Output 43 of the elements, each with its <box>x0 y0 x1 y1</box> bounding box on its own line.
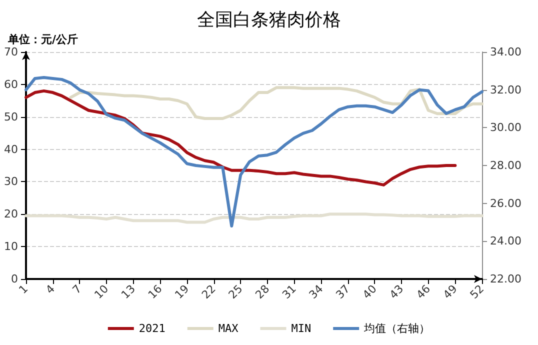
y-tick-label: 10 <box>4 240 18 254</box>
x-tick-label: 25 <box>226 282 246 302</box>
x-tick-label: 34 <box>306 282 326 302</box>
x-tick-label: 13 <box>118 282 138 302</box>
legend-label: 2021 <box>138 322 166 335</box>
x-tick-label: 37 <box>333 282 352 302</box>
y-tick-label: 40 <box>4 142 18 156</box>
x-tick-label: 31 <box>280 282 299 302</box>
y2-tick-label: 24.00 <box>490 234 522 248</box>
line-series <box>69 86 484 120</box>
y2-tick-label: 30.00 <box>490 121 522 134</box>
x-tick-label: 52 <box>468 282 487 302</box>
line-series <box>24 89 457 186</box>
x-tick-label: 1 <box>16 282 31 297</box>
y-tick-label: 60 <box>4 78 18 91</box>
y-tick-label: 20 <box>4 208 18 221</box>
x-tick-label: 10 <box>92 282 112 302</box>
y-tick-label: 70 <box>4 46 18 58</box>
chart-title: 全国白条猪肉价格 <box>197 10 341 30</box>
x-tick-label: 16 <box>146 282 165 302</box>
x-tick-label: 40 <box>360 282 380 302</box>
y-tick-label: 30 <box>4 175 18 188</box>
y2-tick-label: 28.00 <box>490 159 522 172</box>
x-tick-label: 22 <box>199 282 218 302</box>
legend-label: MIN <box>291 322 312 335</box>
y-tick-label: 50 <box>4 110 18 124</box>
y2-tick-label: 26.00 <box>490 196 522 210</box>
y-axis-title: 单位：元/公斤 <box>7 33 78 46</box>
y2-tick-label: 22.00 <box>490 272 522 286</box>
x-tick-label: 49 <box>440 282 460 302</box>
y-tick-label: 0 <box>11 272 18 286</box>
x-tick-label: 43 <box>387 282 406 302</box>
legend-label: MAX <box>218 322 239 335</box>
x-tick-label: 4 <box>43 282 58 297</box>
x-tick-label: 46 <box>414 282 433 302</box>
y2-tick-label: 32.00 <box>490 83 522 96</box>
line-series <box>24 76 484 228</box>
legend-label: 均值（右轴） <box>363 322 430 335</box>
line-series <box>24 212 484 224</box>
y2-tick-label: 34.00 <box>490 46 522 58</box>
x-tick-label: 7 <box>70 282 84 297</box>
x-tick-label: 19 <box>172 282 192 302</box>
x-tick-label: 28 <box>252 282 272 302</box>
